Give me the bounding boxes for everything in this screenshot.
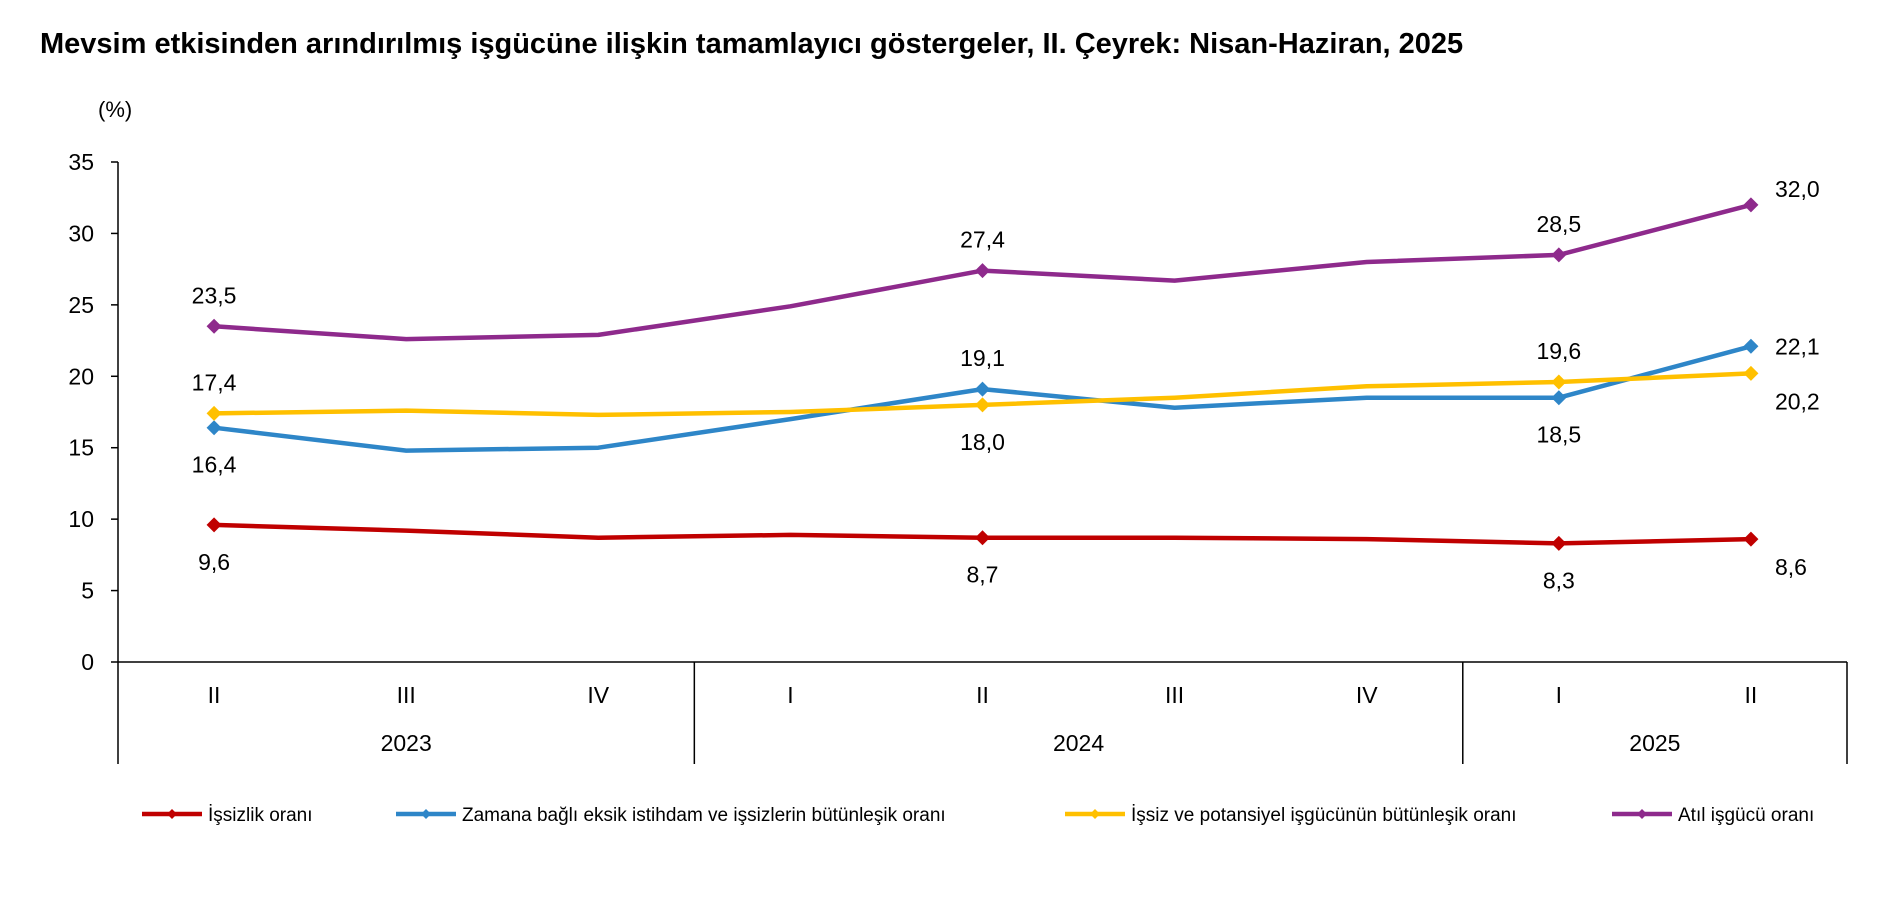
x-tick-label: I	[1556, 682, 1562, 708]
x-tick-label: III	[1165, 682, 1184, 708]
data-point-marker	[206, 517, 222, 533]
data-label: 8,6	[1775, 554, 1807, 580]
y-axis-unit-label: (%)	[98, 97, 132, 122]
y-tick-label: 5	[81, 578, 94, 604]
data-point-marker	[1743, 338, 1759, 354]
y-tick-label: 35	[68, 149, 94, 175]
y-tick-label: 30	[68, 220, 94, 246]
y-tick-label: 10	[68, 506, 94, 532]
data-point-marker	[975, 263, 990, 279]
data-point-marker	[206, 318, 222, 334]
series-3	[206, 197, 1759, 342]
x-tick-label: IV	[1356, 682, 1378, 708]
x-year-label: 2023	[381, 730, 432, 756]
data-label: 19,6	[1536, 338, 1581, 364]
chart-title: Mevsim etkisinden arındırılmış işgücüne …	[40, 28, 1464, 60]
data-label: 22,1	[1775, 333, 1820, 359]
data-label: 16,4	[192, 452, 237, 478]
data-point-marker	[1551, 247, 1567, 263]
data-label: 19,1	[960, 345, 1005, 371]
data-labels: 9,6 8,7 8,3 8,6 16,4 19,1 18,5 22,1 17,4 18,0 19,6…	[192, 176, 1820, 594]
series-0	[206, 517, 1759, 551]
legend-label: Zamana bağlı eksik istihdam ve işsizleri…	[462, 805, 946, 826]
data-label: 27,4	[960, 227, 1005, 253]
y-tick-label: 15	[68, 435, 94, 461]
legend-item-2: İşsiz ve potansiyel işgücünün bütünleşik…	[1065, 805, 1517, 826]
x-tick-label: II	[976, 682, 989, 708]
x-tick-label: IV	[587, 682, 609, 708]
legend-marker	[167, 809, 177, 819]
data-label: 18,0	[960, 429, 1005, 455]
legend-item-3: Atıl işgücü oranı	[1612, 805, 1814, 826]
data-point-marker	[206, 405, 222, 421]
legend-label: İşsizlik oranı	[208, 805, 313, 826]
series-1	[206, 338, 1759, 453]
legend: İşsizlik oranı Zamana bağlı eksik istihda…	[142, 805, 1814, 826]
data-point-marker	[1743, 197, 1759, 213]
x-tick-label: II	[1745, 682, 1758, 708]
series-2	[206, 365, 1759, 421]
x-tick-label: II	[208, 682, 221, 708]
data-point-marker	[1551, 390, 1567, 406]
data-point-marker	[1551, 535, 1567, 551]
y-tick-label: 0	[81, 649, 94, 675]
data-point-marker	[1551, 374, 1567, 390]
legend-marker	[1637, 809, 1647, 819]
legend-marker	[1090, 809, 1100, 819]
legend-label: İşsiz ve potansiyel işgücünün bütünleşik…	[1131, 805, 1517, 826]
legend-marker	[421, 809, 431, 819]
data-point-marker	[975, 530, 990, 546]
data-point-marker	[975, 381, 990, 397]
data-point-marker	[975, 397, 990, 413]
data-label: 28,5	[1536, 211, 1581, 237]
data-label: 23,5	[192, 282, 237, 308]
data-label: 17,4	[192, 369, 237, 395]
x-year-label: 2025	[1629, 730, 1680, 756]
data-label: 9,6	[198, 549, 230, 575]
data-label: 8,7	[967, 562, 999, 588]
data-point-marker	[1743, 365, 1759, 381]
series-lines	[206, 197, 1759, 551]
y-tick-label: 20	[68, 363, 94, 389]
data-label: 18,5	[1536, 422, 1581, 448]
x-tick-label: I	[787, 682, 793, 708]
data-point-marker	[1743, 531, 1759, 547]
data-label: 20,2	[1775, 388, 1820, 414]
data-label: 8,3	[1543, 567, 1575, 593]
legend-item-1: Zamana bağlı eksik istihdam ve işsizleri…	[396, 805, 946, 826]
x-year-label: 2024	[1053, 730, 1104, 756]
legend-label: Atıl işgücü oranı	[1678, 805, 1814, 826]
data-point-marker	[206, 420, 222, 436]
data-label: 32,0	[1775, 176, 1820, 202]
y-tick-label: 25	[68, 292, 94, 318]
x-tick-label: III	[397, 682, 416, 708]
legend-item-0: İşsizlik oranı	[142, 805, 313, 826]
